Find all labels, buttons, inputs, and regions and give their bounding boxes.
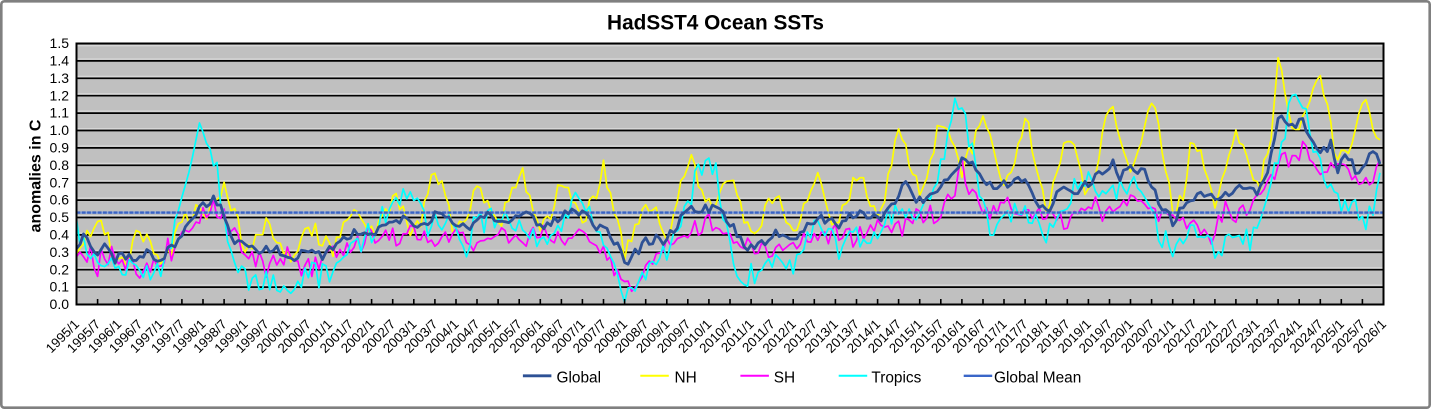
- svg-text:1.5: 1.5: [50, 35, 70, 51]
- svg-text:0.1: 0.1: [50, 279, 70, 295]
- svg-text:Global Mean: Global Mean: [994, 370, 1081, 387]
- svg-text:1.0: 1.0: [50, 122, 70, 138]
- svg-text:0.5: 0.5: [50, 209, 70, 225]
- svg-text:1.2: 1.2: [50, 87, 70, 103]
- svg-text:0.9: 0.9: [50, 140, 70, 156]
- svg-text:0.4: 0.4: [50, 227, 70, 243]
- svg-text:0.6: 0.6: [50, 192, 70, 208]
- svg-text:NH: NH: [675, 370, 697, 387]
- svg-text:0.7: 0.7: [50, 174, 70, 190]
- svg-text:anomalies in C: anomalies in C: [28, 119, 45, 232]
- svg-text:1.4: 1.4: [50, 53, 70, 69]
- svg-text:0.3: 0.3: [50, 244, 70, 260]
- svg-text:0.2: 0.2: [50, 261, 70, 277]
- svg-text:0.0: 0.0: [50, 296, 70, 312]
- svg-text:HadSST4 Ocean SSTs: HadSST4 Ocean SSTs: [607, 12, 824, 35]
- svg-text:0.8: 0.8: [50, 157, 70, 173]
- svg-text:Global: Global: [557, 370, 602, 387]
- svg-text:1.3: 1.3: [50, 70, 70, 86]
- svg-text:SH: SH: [774, 370, 795, 387]
- svg-text:Tropics: Tropics: [871, 370, 921, 387]
- svg-text:1.1: 1.1: [50, 105, 70, 121]
